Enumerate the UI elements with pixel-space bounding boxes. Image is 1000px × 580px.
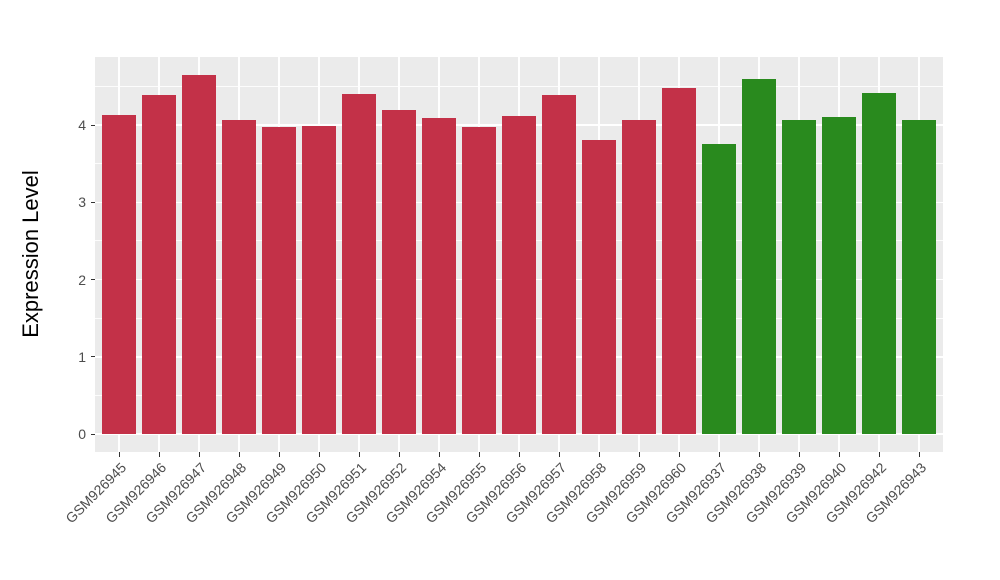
y-axis-tick	[90, 124, 95, 126]
y-axis-tick	[90, 201, 95, 203]
x-axis-tick	[518, 452, 520, 457]
bar	[702, 143, 736, 435]
bar	[622, 120, 656, 435]
y-axis-tick	[90, 433, 95, 435]
bar	[182, 74, 216, 435]
bar	[742, 78, 776, 435]
bar	[142, 94, 176, 435]
y-axis-tick	[90, 356, 95, 358]
bar	[542, 94, 576, 435]
bar	[662, 87, 696, 435]
bar	[822, 117, 856, 435]
bar	[902, 120, 936, 435]
y-axis-tick	[90, 279, 95, 281]
x-axis-tick	[118, 452, 120, 457]
x-axis-tick	[438, 452, 440, 457]
x-axis-tick	[918, 452, 920, 457]
x-axis-tick	[718, 452, 720, 457]
bar	[462, 127, 496, 435]
x-axis-tick	[318, 452, 320, 457]
x-axis-tick	[678, 452, 680, 457]
x-axis-tick	[238, 452, 240, 457]
x-axis-tick	[478, 452, 480, 457]
bar	[582, 140, 616, 435]
x-axis-tick	[838, 452, 840, 457]
x-axis-tick	[158, 452, 160, 457]
y-tick-label: 3	[78, 194, 86, 211]
bar	[782, 120, 816, 435]
bar	[342, 94, 376, 435]
plot-panel	[95, 57, 943, 452]
x-axis-tick	[398, 452, 400, 457]
bar	[382, 110, 416, 435]
x-axis-tick	[798, 452, 800, 457]
bar	[222, 120, 256, 435]
bar	[262, 126, 296, 435]
y-tick-label: 2	[78, 271, 86, 288]
x-axis-tick	[758, 452, 760, 457]
bar	[302, 125, 336, 435]
x-axis-tick	[278, 452, 280, 457]
y-tick-label: 0	[78, 426, 86, 443]
y-tick-label: 1	[78, 348, 86, 365]
x-axis-tick	[198, 452, 200, 457]
bar	[502, 115, 536, 435]
bar	[862, 92, 896, 435]
x-axis-tick	[598, 452, 600, 457]
bar	[422, 118, 456, 435]
bar	[102, 114, 136, 435]
x-axis-tick	[358, 452, 360, 457]
y-tick-label: 4	[78, 117, 86, 134]
x-axis-tick	[878, 452, 880, 457]
x-axis-tick	[638, 452, 640, 457]
x-axis-tick	[558, 452, 560, 457]
